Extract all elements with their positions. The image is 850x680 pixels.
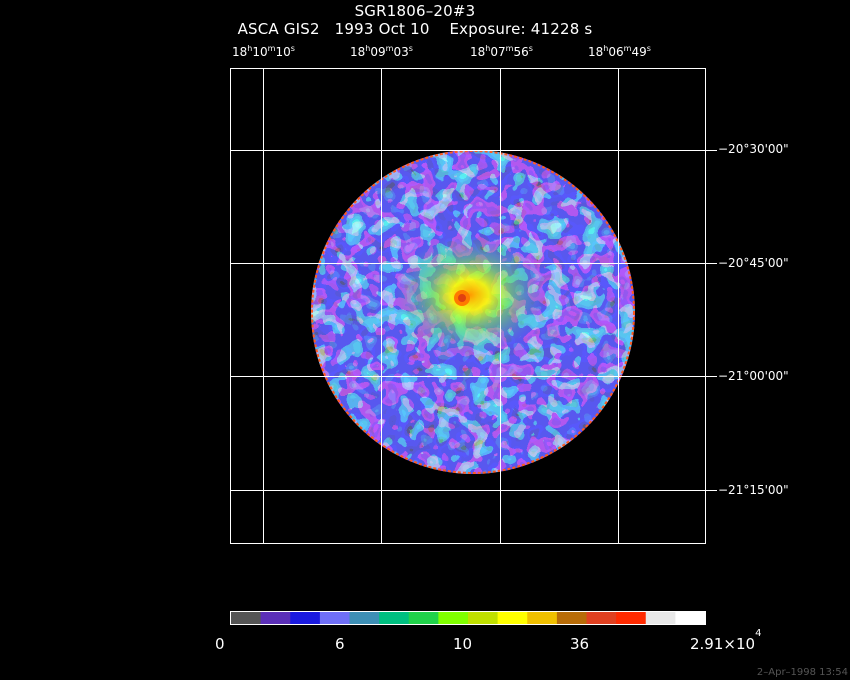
colorbar-swatch (349, 612, 380, 624)
colorbar-max-label: 2.91×104 (690, 628, 762, 653)
detector-field (311, 150, 635, 474)
colorbar-label: 0 (215, 635, 225, 653)
central-emission (395, 235, 545, 355)
ra-tick-label: 18h10m10s (232, 44, 295, 59)
colorbar-label: 10 (453, 635, 473, 653)
colorbar-frame (230, 611, 706, 625)
colorbar-swatch (675, 612, 706, 624)
colorbar-swatch (645, 612, 676, 624)
plot-frame (230, 68, 706, 544)
colorbar-swatch (556, 612, 588, 624)
colorbar-swatch (616, 612, 647, 624)
coordinate-grid (230, 68, 717, 543)
dec-tick-label: −20°30'00" (718, 142, 789, 156)
colorbar-swatch (260, 612, 291, 624)
image-title: SGR1806–20#3 (354, 2, 476, 20)
colorbar (231, 612, 706, 624)
hot-spot-core (458, 294, 466, 302)
colorbar-swatch (497, 612, 528, 624)
colorbar-swatch (319, 612, 351, 624)
ra-tick-label: 18h09m03s (350, 44, 413, 59)
dec-tick-label: −21°00'00" (718, 369, 789, 383)
dec-tick-label: −21°15'00" (718, 483, 789, 497)
detector-edge (311, 150, 635, 474)
colorbar-swatch (231, 612, 262, 624)
colorbar-label: 6 (335, 635, 345, 653)
image-subtitle: ASCA GIS2 1993 Oct 10 Exposure: 41228 s (237, 20, 593, 38)
colorbar-swatch (379, 612, 410, 624)
colorbar-swatch (468, 612, 499, 624)
colorbar-swatch (527, 612, 558, 624)
colorbar-swatch (438, 612, 469, 624)
colorbar-label: 36 (570, 635, 590, 653)
colorbar-swatch (408, 612, 439, 624)
ra-tick-label: 18h07m56s (470, 44, 533, 59)
colorbar-swatch (290, 612, 321, 624)
ra-tick-label: 18h06m49s (588, 44, 651, 59)
dec-tick-label: −20°45'00" (718, 256, 789, 270)
timestamp: 2–Apr–1998 13:54 (756, 667, 848, 678)
colorbar-swatch (586, 612, 617, 624)
